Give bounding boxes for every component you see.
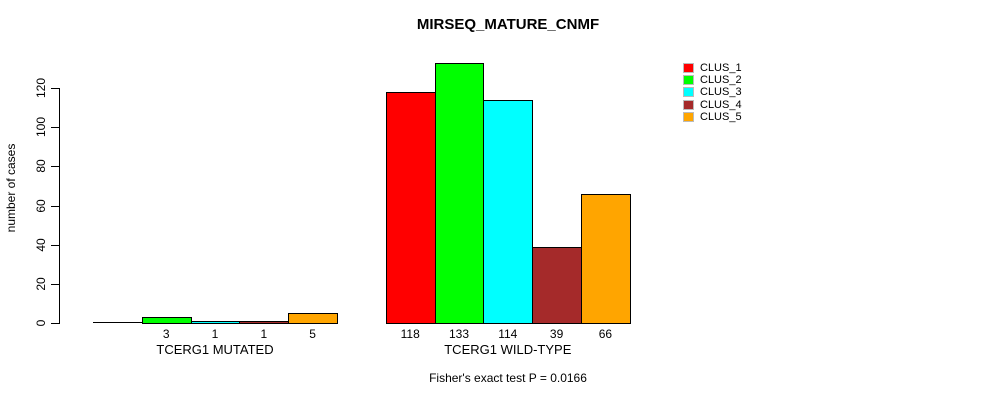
group-label: TCERG1 MUTATED bbox=[156, 342, 274, 357]
footnote: Fisher's exact test P = 0.0166 bbox=[429, 371, 587, 385]
legend-item: CLUS_2 bbox=[683, 74, 742, 86]
y-tick bbox=[51, 88, 59, 89]
y-axis-line bbox=[59, 88, 60, 324]
bar-value-label: 118 bbox=[400, 327, 420, 341]
bar-value-label: 5 bbox=[309, 327, 316, 341]
legend-item: CLUS_3 bbox=[683, 86, 742, 98]
group-label: TCERG1 WILD-TYPE bbox=[444, 342, 572, 357]
bar bbox=[435, 63, 484, 324]
y-tick bbox=[51, 284, 59, 285]
bar-value-label: 1 bbox=[260, 327, 268, 341]
legend-label: CLUS_2 bbox=[700, 74, 742, 87]
y-tick bbox=[51, 323, 59, 324]
y-tick-label: 100 bbox=[34, 116, 48, 138]
y-tick-label: 60 bbox=[34, 199, 48, 213]
bar bbox=[191, 321, 240, 324]
bar-value-label: 133 bbox=[448, 327, 470, 341]
legend-item: CLUS_4 bbox=[683, 99, 742, 111]
y-axis-title: number of cases bbox=[4, 143, 18, 233]
legend-label: CLUS_5 bbox=[700, 110, 742, 123]
legend-swatch bbox=[683, 111, 694, 122]
bar bbox=[288, 313, 338, 324]
legend: CLUS_1 CLUS_2 CLUS_3 CLUS_4 CLUS_5 bbox=[683, 62, 742, 123]
legend-swatch bbox=[683, 99, 694, 110]
legend-item: CLUS_5 bbox=[683, 111, 742, 123]
bar-value-label: 114 bbox=[498, 327, 518, 341]
y-tick-label: 40 bbox=[34, 238, 48, 252]
legend-label: CLUS_4 bbox=[700, 98, 742, 111]
bar bbox=[93, 322, 143, 323]
bar bbox=[239, 321, 289, 324]
y-tick bbox=[51, 166, 59, 167]
chart-title: MIRSEQ_MATURE_CNMF bbox=[416, 16, 600, 33]
y-tick bbox=[51, 245, 59, 246]
bar bbox=[142, 317, 192, 324]
legend-item: CLUS_1 bbox=[683, 62, 742, 74]
bar-value-label: 1 bbox=[211, 327, 219, 341]
bar bbox=[532, 247, 582, 324]
legend-swatch bbox=[683, 75, 694, 86]
bar bbox=[483, 100, 533, 324]
bar-value-label: 3 bbox=[162, 327, 170, 341]
bar-value-label: 39 bbox=[549, 327, 564, 341]
y-tick-label: 0 bbox=[34, 319, 48, 327]
y-tick bbox=[51, 206, 59, 207]
legend-swatch bbox=[683, 87, 694, 98]
bar bbox=[581, 194, 631, 324]
y-tick-label: 80 bbox=[34, 159, 48, 173]
legend-label: CLUS_1 bbox=[700, 62, 742, 75]
y-tick bbox=[51, 127, 59, 128]
bar-value-label: 66 bbox=[598, 327, 613, 341]
legend-swatch bbox=[683, 63, 694, 74]
legend-label: CLUS_3 bbox=[700, 86, 742, 99]
bar bbox=[386, 92, 436, 324]
y-tick-label: 20 bbox=[34, 277, 48, 291]
y-tick-label: 120 bbox=[34, 77, 48, 99]
